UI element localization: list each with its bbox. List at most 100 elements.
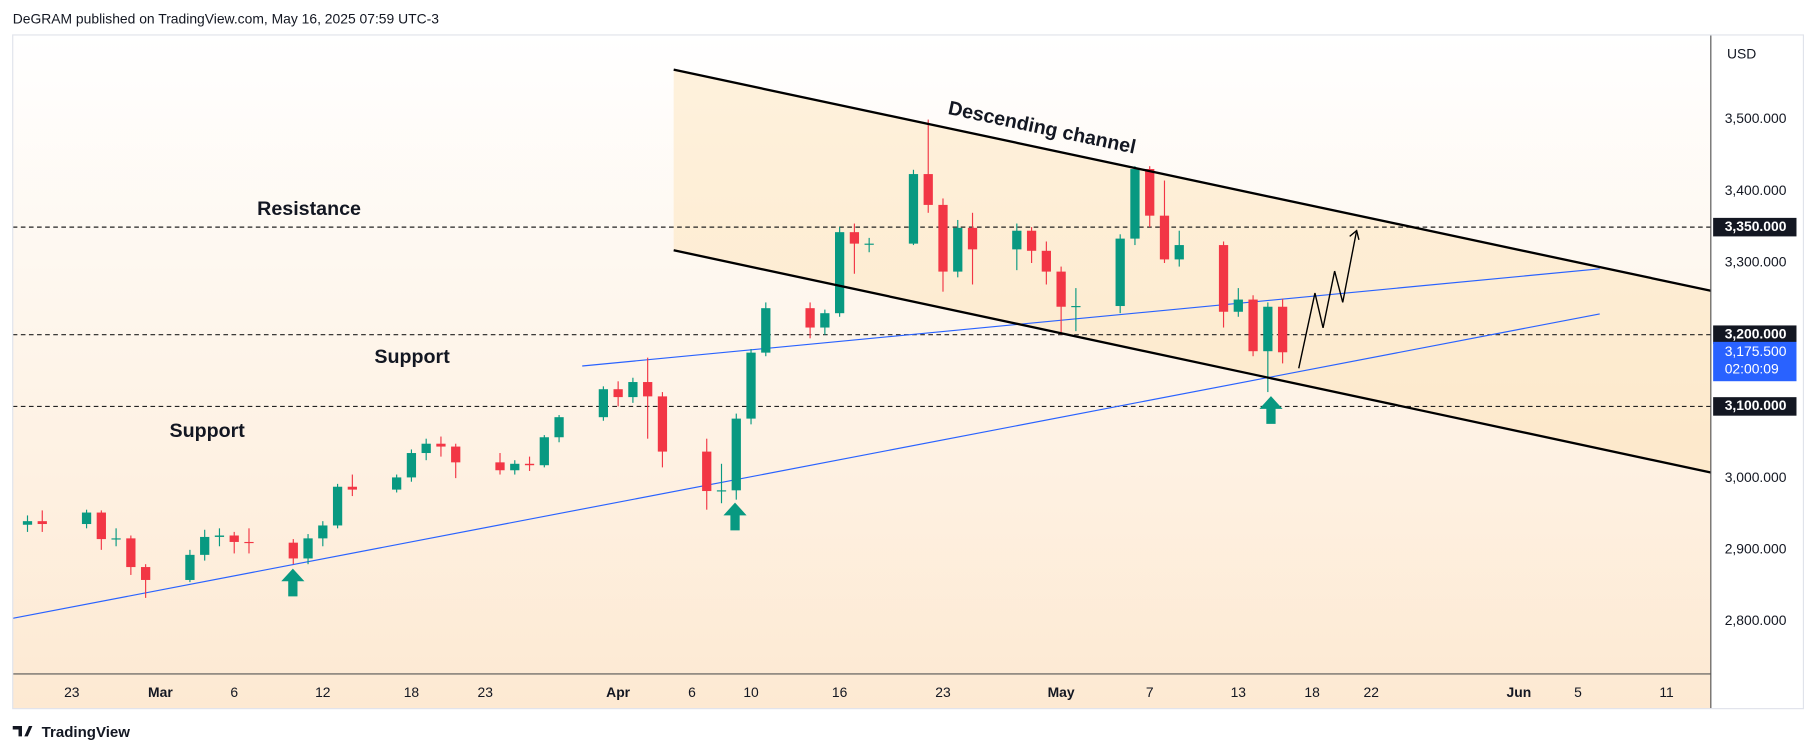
x-tick-label: Jun [1507, 684, 1532, 700]
candle-body [1115, 238, 1125, 307]
candle-body [1041, 250, 1051, 272]
candle-body [421, 443, 431, 454]
candle-body [864, 243, 874, 245]
y-tick-label: 3,000.000 [1725, 469, 1787, 485]
candle-body [524, 463, 535, 466]
x-tick-label: 12 [315, 684, 331, 700]
x-tick-label: 23 [64, 684, 80, 700]
candle-body [554, 417, 564, 438]
level-label-bg [1713, 325, 1797, 344]
candle-body [392, 477, 402, 490]
forecast-arrowhead [1349, 229, 1360, 241]
x-tick-label: 23 [478, 684, 494, 700]
candle-body [1145, 169, 1155, 216]
candle-body [406, 453, 417, 478]
brand-logo: TradingView [12, 724, 130, 741]
candles [22, 119, 1288, 598]
candle-body [702, 451, 712, 492]
candle-body [1071, 306, 1081, 308]
x-tick-label: 13 [1231, 684, 1247, 700]
channel-lower [673, 249, 1712, 474]
candle-body [81, 512, 92, 525]
candle-body [37, 521, 47, 525]
logo-mark [12, 725, 33, 737]
candle-body [1012, 230, 1022, 250]
channel-upper [673, 68, 1712, 292]
channel-fill [673, 69, 1711, 473]
candle-body [1233, 299, 1243, 312]
x-tick-label: 11 [1659, 684, 1674, 700]
level-label: 3,350.000 [1725, 218, 1787, 234]
candle-body [495, 462, 505, 471]
candle-body [628, 382, 638, 398]
y-tick-label: 2,800.000 [1725, 612, 1787, 628]
x-tick-label: 6 [230, 684, 238, 700]
level-label-bg [1713, 397, 1797, 416]
candle-body [1056, 271, 1066, 307]
forecast-path [1298, 230, 1358, 369]
candle-body [761, 308, 771, 353]
candle-body [657, 396, 668, 452]
candle-body [1248, 299, 1258, 352]
x-tick-label: 23 [935, 684, 951, 700]
x-tick-label: 18 [1304, 684, 1320, 700]
x-tick-label: 18 [404, 684, 420, 700]
candle-body [111, 538, 121, 540]
candle-body [318, 525, 328, 539]
y-tick-label: 2,900.000 [1725, 541, 1787, 557]
y-tick-label: 3,400.000 [1725, 182, 1787, 198]
level-label-bg [1713, 217, 1797, 237]
candle-body [214, 535, 225, 537]
candle-body [834, 232, 845, 314]
candle-body [1026, 230, 1037, 251]
x-tick-label: 6 [688, 684, 696, 700]
trend-line [582, 268, 1600, 367]
candle-body [1263, 306, 1273, 352]
candle-body [510, 463, 520, 471]
candle-body [953, 227, 963, 272]
candle-body [805, 308, 815, 328]
candle-body [451, 446, 461, 463]
candle-body [1277, 306, 1288, 353]
candle-body [820, 313, 830, 328]
x-tick-label: 7 [1146, 684, 1154, 700]
candle-body [849, 232, 860, 244]
candle-body [229, 535, 239, 542]
x-tick-label: 16 [832, 684, 848, 700]
countdown: 02:00:09 [1725, 360, 1779, 376]
candle-body [923, 174, 933, 205]
candle-body [288, 542, 298, 559]
candle-body [598, 389, 609, 418]
axis-labels: 2,800.000 2,900.000 3,000.000 3,100.000 3,20… [64, 110, 1797, 700]
candle-body [347, 486, 357, 490]
candle-body [746, 352, 756, 419]
x-tick-label: Apr [606, 684, 630, 700]
candle-body [643, 382, 653, 397]
y-tick-label: 3,300.000 [1725, 254, 1787, 270]
candle-body [1218, 245, 1229, 312]
frame [12, 34, 1805, 710]
up-arrow [723, 502, 747, 531]
x-tick-label: 10 [743, 684, 759, 700]
resistance-label: Resistance [257, 198, 361, 220]
support-label: Support [374, 346, 450, 368]
candle-body [1130, 169, 1140, 239]
candle-body [126, 538, 136, 568]
header: DeGRAM published on TradingView.com, May… [13, 11, 440, 27]
candle-body [613, 389, 623, 398]
last-price-label: 3,175.500 [1725, 343, 1787, 359]
x-tick-label: Mar [148, 684, 173, 700]
y-tick-label: 3,500.000 [1725, 110, 1787, 126]
candle-body [938, 204, 948, 272]
x-tick-label: 5 [1574, 684, 1582, 700]
candle-body [539, 437, 549, 466]
candle-body [244, 541, 254, 544]
up-arrow [1259, 396, 1283, 424]
support-label: Support [170, 420, 246, 442]
candle-body [185, 554, 195, 580]
candle-body [967, 227, 978, 250]
candle-body [200, 536, 210, 555]
candle-body [140, 567, 151, 580]
